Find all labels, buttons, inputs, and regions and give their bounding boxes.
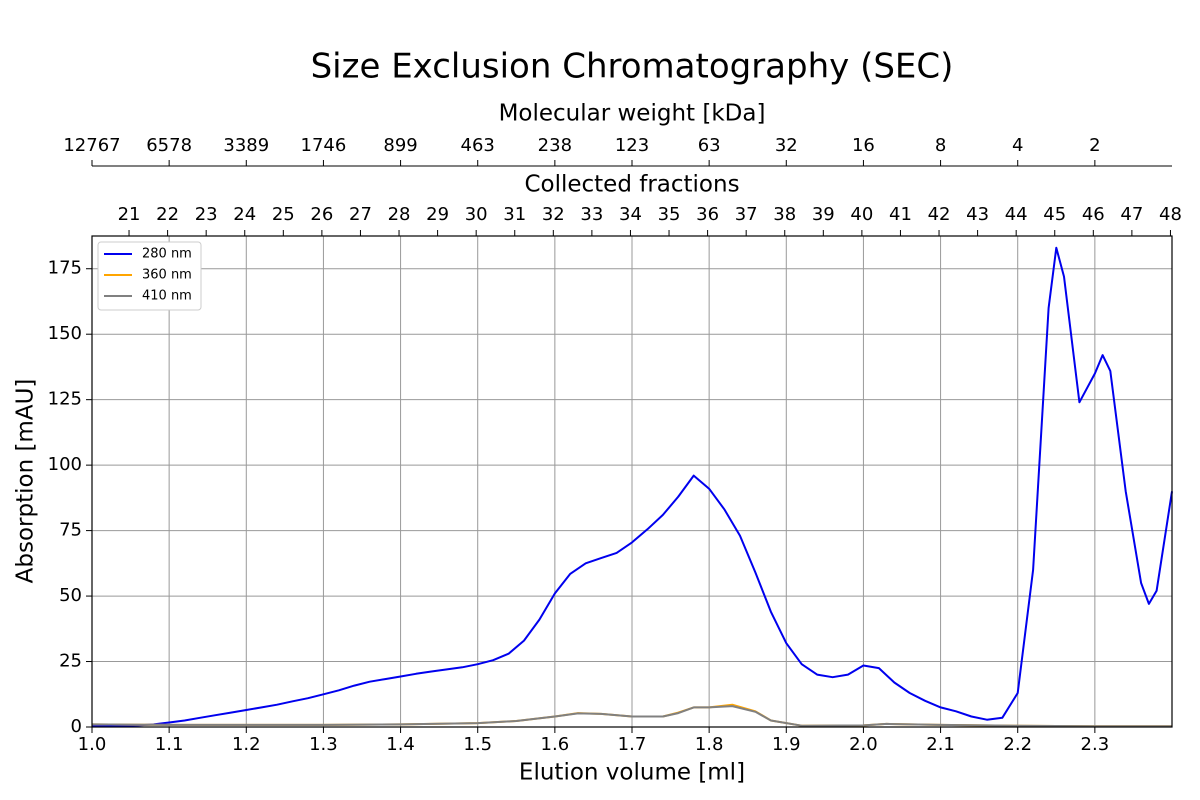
fraction-tick-label: 35 bbox=[658, 204, 681, 225]
fraction-tick-label: 25 bbox=[272, 204, 295, 225]
fraction-tick-label: 46 bbox=[1082, 204, 1105, 225]
x-axis-label: Elution volume [ml] bbox=[519, 760, 745, 786]
mw-tick-label: 16 bbox=[852, 135, 875, 156]
fraction-tick-label: 21 bbox=[118, 204, 141, 225]
x-tick-label: 1.5 bbox=[463, 734, 492, 755]
legend-label: 410 nm bbox=[142, 289, 192, 304]
fraction-tick-label: 36 bbox=[696, 204, 719, 225]
mw-tick-label: 3389 bbox=[223, 135, 269, 156]
fraction-tick-label: 22 bbox=[156, 204, 179, 225]
mw-tick-label: 2 bbox=[1089, 135, 1100, 156]
fraction-tick-label: 27 bbox=[349, 204, 372, 225]
fraction-tick-label: 32 bbox=[542, 204, 565, 225]
y-tick-label: 150 bbox=[48, 323, 82, 344]
x-tick-label: 1.6 bbox=[541, 734, 570, 755]
fraction-tick-label: 41 bbox=[889, 204, 912, 225]
x-tick-label: 1.7 bbox=[618, 734, 647, 755]
y-tick-label: 25 bbox=[59, 651, 82, 672]
mw-tick-label: 32 bbox=[775, 135, 798, 156]
series-line bbox=[91, 705, 1172, 728]
x-tick-label: 1.0 bbox=[78, 734, 107, 755]
x-tick-label: 2.0 bbox=[849, 734, 878, 755]
x-tick-label: 1.4 bbox=[386, 734, 415, 755]
chart-title: Size Exclusion Chromatography (SEC) bbox=[311, 47, 954, 87]
legend-box bbox=[97, 241, 202, 311]
fraction-tick-label: 26 bbox=[310, 204, 333, 225]
y-tick-label: 100 bbox=[48, 454, 82, 475]
fraction-tick-label: 43 bbox=[966, 204, 989, 225]
y-axis-label: Absorption [mAU] bbox=[13, 379, 39, 584]
mw-tick-label: 8 bbox=[935, 135, 946, 156]
fraction-tick-label: 33 bbox=[580, 204, 603, 225]
x-tick-label: 1.9 bbox=[772, 734, 801, 755]
mw-tick-label: 899 bbox=[383, 135, 417, 156]
y-tick-label: 75 bbox=[59, 520, 82, 541]
fraction-axis-label: Collected fractions bbox=[524, 172, 739, 198]
mw-axis-label: Molecular weight [kDa] bbox=[499, 101, 766, 127]
fraction-tick-label: 23 bbox=[195, 204, 218, 225]
mw-tick-label: 63 bbox=[698, 135, 721, 156]
fraction-tick-label: 45 bbox=[1043, 204, 1066, 225]
fraction-tick-label: 44 bbox=[1005, 204, 1028, 225]
fraction-tick-label: 39 bbox=[812, 204, 835, 225]
y-tick-label: 175 bbox=[48, 258, 82, 279]
mw-tick-label: 4 bbox=[1012, 135, 1023, 156]
fraction-tick-label: 48 bbox=[1159, 204, 1182, 225]
mw-tick-label: 463 bbox=[461, 135, 495, 156]
mw-tick-label: 238 bbox=[538, 135, 572, 156]
x-tick-label: 2.1 bbox=[926, 734, 955, 755]
fraction-tick-label: 31 bbox=[503, 204, 526, 225]
legend-label: 360 nm bbox=[142, 268, 192, 283]
mw-tick-label: 12767 bbox=[63, 135, 120, 156]
y-tick-label: 0 bbox=[71, 716, 82, 737]
x-tick-label: 1.8 bbox=[695, 734, 724, 755]
fraction-tick-label: 24 bbox=[233, 204, 256, 225]
y-tick-label: 125 bbox=[48, 389, 82, 410]
mw-tick-label: 1746 bbox=[301, 135, 347, 156]
plot-frame bbox=[91, 235, 1173, 728]
series-line bbox=[92, 246, 1173, 727]
x-tick-label: 1.1 bbox=[155, 734, 184, 755]
x-tick-label: 1.3 bbox=[309, 734, 338, 755]
x-tick-label: 1.2 bbox=[232, 734, 261, 755]
fraction-tick-label: 42 bbox=[928, 204, 951, 225]
fraction-tick-label: 40 bbox=[850, 204, 873, 225]
mw-tick-label: 6578 bbox=[146, 135, 192, 156]
mw-tick-label: 123 bbox=[615, 135, 649, 156]
fraction-tick-label: 28 bbox=[388, 204, 411, 225]
fraction-tick-label: 34 bbox=[619, 204, 642, 225]
fraction-tick-label: 29 bbox=[426, 204, 449, 225]
legend-label: 280 nm bbox=[142, 247, 192, 262]
x-tick-label: 2.3 bbox=[1081, 734, 1110, 755]
fraction-tick-label: 38 bbox=[773, 204, 796, 225]
fraction-tick-label: 47 bbox=[1120, 204, 1143, 225]
fraction-tick-label: 30 bbox=[465, 204, 488, 225]
y-tick-label: 50 bbox=[59, 585, 82, 606]
fraction-tick-label: 37 bbox=[735, 204, 758, 225]
x-tick-label: 2.2 bbox=[1003, 734, 1032, 755]
